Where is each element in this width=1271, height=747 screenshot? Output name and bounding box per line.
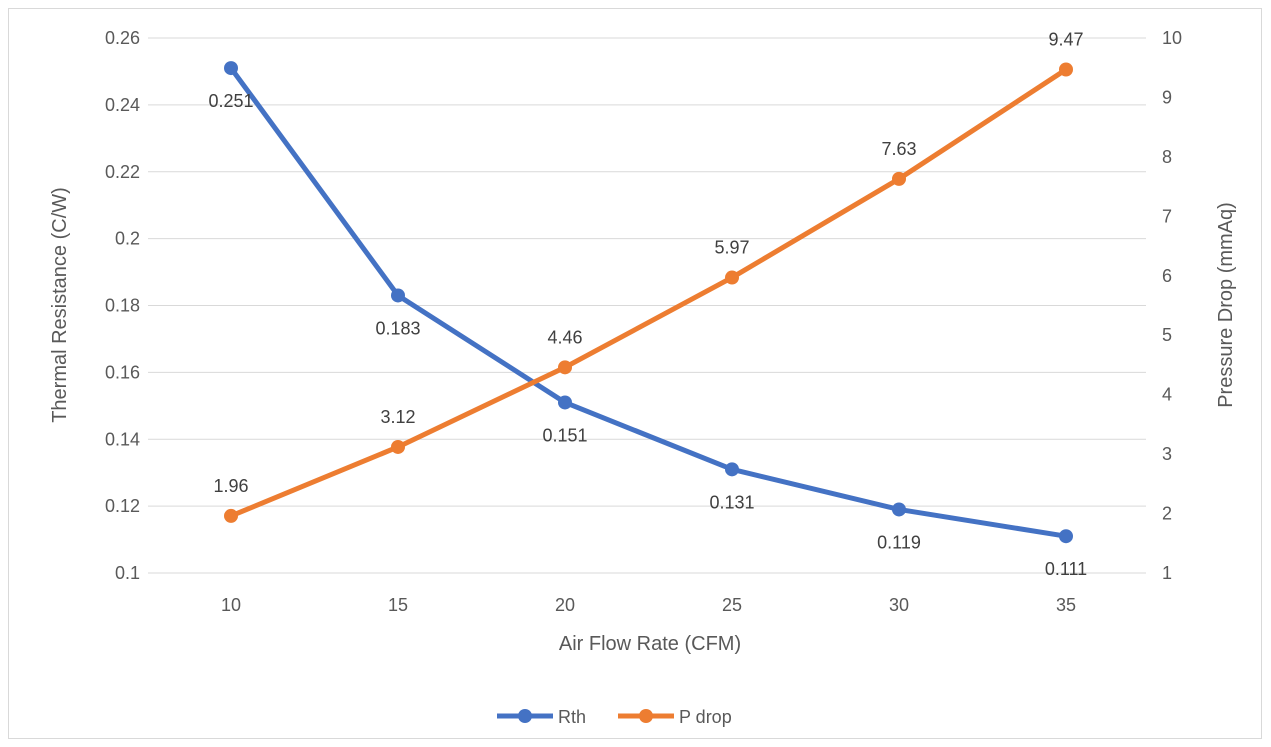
x-tick-label: 25: [722, 595, 742, 615]
x-tick-label: 30: [889, 595, 909, 615]
data-point: [391, 440, 405, 454]
legend-label: Rth: [558, 707, 586, 727]
legend-marker: [518, 709, 532, 723]
y2-axis-title: Pressure Drop (mmAq): [1215, 202, 1237, 408]
data-point: [1059, 63, 1073, 77]
legend-label: P drop: [679, 707, 732, 727]
data-label: 1.96: [213, 476, 248, 496]
data-label: 0.119: [877, 532, 921, 552]
data-label: 0.251: [208, 91, 253, 111]
data-labels: 0.251 0.183 0.151 0.131 0.119 0.111 1.96 3.12 4.…: [208, 30, 1087, 580]
y2-tick-label: 7: [1162, 206, 1172, 226]
y2-tick-label: 1: [1162, 563, 1172, 583]
x-tick-label: 15: [388, 595, 408, 615]
y-tick-label: 0.26: [105, 28, 140, 48]
x-axis-title: Air Flow Rate (CFM): [559, 633, 741, 655]
data-label: 5.97: [714, 238, 749, 258]
y2-tick-label: 4: [1162, 385, 1172, 405]
legend-marker: [639, 709, 653, 723]
data-label: 0.111: [1045, 559, 1087, 579]
data-point: [892, 502, 906, 516]
right-axis-ticks: 1 2 3 4 5 6 7 8 9 10: [1162, 28, 1182, 583]
data-label: 0.183: [375, 318, 420, 338]
y-tick-label: 0.1: [115, 563, 140, 583]
y2-tick-label: 10: [1162, 28, 1182, 48]
y2-tick-label: 6: [1162, 266, 1172, 286]
y-tick-label: 0.2: [115, 229, 140, 249]
y-axis-title: Thermal Resistance (C/W): [49, 187, 71, 423]
y-tick-label: 0.22: [105, 162, 140, 182]
series-line-p-drop: [231, 70, 1066, 516]
legend-item-p-drop: P drop: [618, 707, 732, 727]
y-tick-label: 0.14: [105, 429, 140, 449]
data-point: [224, 509, 238, 523]
data-point: [391, 288, 405, 302]
legend: Rth P drop: [497, 707, 732, 727]
data-label: 0.151: [542, 425, 587, 445]
data-label: 9.47: [1048, 30, 1083, 50]
y-tick-label: 0.18: [105, 296, 140, 316]
y2-tick-label: 9: [1162, 87, 1172, 107]
data-point: [725, 271, 739, 285]
legend-item-rth: Rth: [497, 707, 586, 727]
data-point: [892, 172, 906, 186]
left-axis-ticks: 0.1 0.12 0.14 0.16 0.18 0.2 0.22 0.24 0.26: [105, 28, 140, 583]
x-tick-label: 35: [1056, 595, 1076, 615]
y-tick-label: 0.24: [105, 95, 140, 115]
x-tick-label: 20: [555, 595, 575, 615]
data-point: [725, 462, 739, 476]
data-point: [224, 61, 238, 75]
y2-tick-label: 2: [1162, 504, 1172, 524]
series-group: [224, 61, 1073, 543]
y-tick-label: 0.12: [105, 496, 140, 516]
data-point: [558, 360, 572, 374]
x-axis-ticks: 10 15 20 25 30 35: [221, 595, 1076, 615]
data-label: 3.12: [380, 407, 415, 427]
y2-tick-label: 5: [1162, 325, 1172, 345]
y2-tick-label: 8: [1162, 147, 1172, 167]
y-tick-label: 0.16: [105, 362, 140, 382]
data-point: [558, 395, 572, 409]
data-label: 7.63: [881, 139, 916, 159]
data-label: 4.46: [547, 327, 582, 347]
x-tick-label: 10: [221, 595, 241, 615]
data-label: 0.131: [709, 492, 754, 512]
gridlines: [148, 38, 1146, 573]
data-point: [1059, 529, 1073, 543]
y2-tick-label: 3: [1162, 444, 1172, 464]
